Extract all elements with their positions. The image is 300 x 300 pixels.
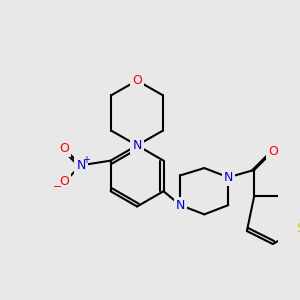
Text: N: N (224, 171, 233, 184)
Text: S: S (297, 222, 300, 235)
Text: O: O (59, 176, 69, 188)
Text: O: O (132, 74, 142, 87)
Text: O: O (59, 142, 69, 155)
Text: N: N (76, 159, 86, 172)
Text: −: − (53, 182, 62, 192)
Text: O: O (268, 145, 278, 158)
Text: N: N (176, 199, 185, 212)
Text: N: N (132, 139, 142, 152)
Text: +: + (82, 155, 90, 165)
